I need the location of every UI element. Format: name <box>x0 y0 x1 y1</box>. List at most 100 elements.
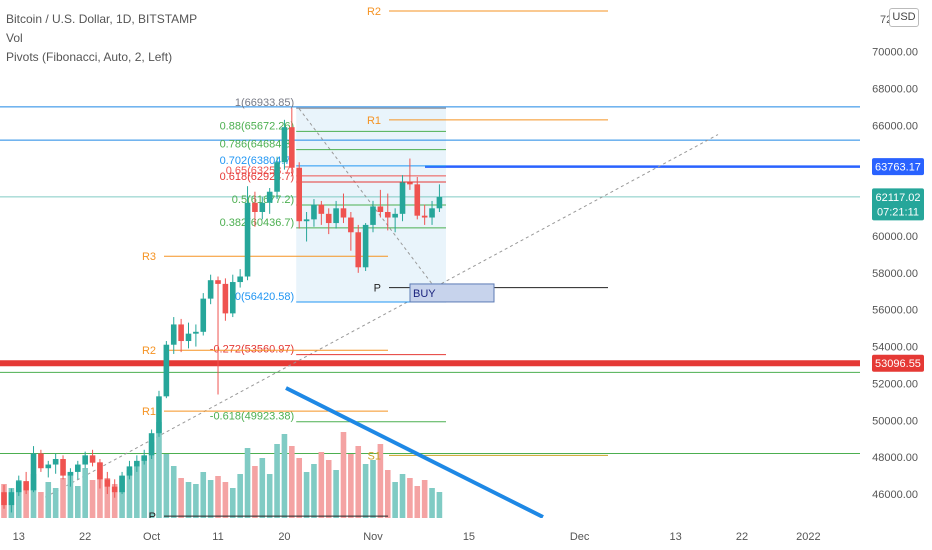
price-tick-label: 56000.00 <box>872 305 918 317</box>
volume-bar <box>200 472 207 518</box>
candle-body <box>377 206 384 212</box>
volume-bar <box>156 422 162 518</box>
candle-body <box>370 206 376 225</box>
volume-bar <box>170 466 177 518</box>
volume-bar <box>67 472 74 518</box>
symbol-title[interactable]: Bitcoin / U.S. Dollar, 1D, BITSTAMP <box>6 12 198 26</box>
time-tick-label: 2022 <box>796 531 820 543</box>
volume-bar <box>325 460 332 518</box>
candle-body <box>67 471 74 476</box>
volume-bar <box>134 466 140 518</box>
price-tick-label: 70000.00 <box>872 47 918 59</box>
candle-body <box>45 464 52 469</box>
volume-bar <box>97 462 103 518</box>
volume-indicator-label[interactable]: Vol <box>6 31 23 45</box>
volume-bar <box>436 492 443 518</box>
blue-trendline <box>285 386 544 519</box>
candle-body <box>318 204 325 214</box>
pivot-label: R3 <box>142 251 156 263</box>
price-tick-label: 66000.00 <box>872 120 918 132</box>
volume-bar <box>281 434 288 518</box>
volume-bar <box>193 484 199 518</box>
pivots-indicator-label[interactable]: Pivots (Fibonacci, Auto, 2, Left) <box>6 50 173 64</box>
candle-body <box>1 492 7 506</box>
volume-bar <box>348 454 354 518</box>
volume-bar <box>399 474 406 518</box>
time-tick-label: 13 <box>13 531 25 543</box>
volume-bar <box>289 446 295 518</box>
pivot-label: R1 <box>367 115 381 127</box>
fib-level-label: 0.382(60436.7) <box>220 217 295 229</box>
candle-body <box>30 453 37 491</box>
volume-bar <box>119 476 125 518</box>
volume-bar <box>237 474 243 518</box>
candle-body <box>89 455 96 463</box>
candle-body <box>303 219 310 222</box>
volume-bar <box>126 470 133 518</box>
candle-body <box>362 224 369 268</box>
candle-body <box>8 492 15 506</box>
currency-button[interactable]: USD <box>889 8 919 27</box>
price-tick-label: 58000.00 <box>872 268 918 280</box>
time-tick-label: 11 <box>212 531 223 543</box>
candle-body <box>97 462 103 480</box>
volume-bar <box>244 448 251 518</box>
candle-body <box>429 208 435 218</box>
volume-bar <box>274 444 280 518</box>
candle-body <box>141 455 148 461</box>
chart-legend: Bitcoin / U.S. Dollar, 1D, BITSTAMP Vol … <box>6 10 197 67</box>
fib-level-label: 0(56420.58) <box>235 291 294 303</box>
candle-body <box>229 282 236 314</box>
buy-annotation-label: BUY <box>413 288 436 300</box>
candle-body <box>421 215 428 218</box>
volume-bar <box>370 460 376 518</box>
price-tick-label: 68000.00 <box>872 83 918 95</box>
time-tick-label: 20 <box>278 531 290 543</box>
volume-bar <box>259 458 266 518</box>
candle-body <box>289 127 295 168</box>
candle-body <box>193 331 199 334</box>
volume-bar <box>185 482 192 518</box>
candle-body <box>119 475 125 493</box>
candle-body <box>281 127 288 163</box>
candle-body <box>325 213 332 224</box>
candle-body <box>333 208 339 224</box>
volume-bar <box>82 468 88 518</box>
volume-bar <box>141 456 148 518</box>
fib-level-label: 0.786(64684.3) <box>220 139 295 151</box>
candle-body <box>170 324 177 345</box>
volume-bar <box>414 486 421 518</box>
volume-bar <box>215 476 221 518</box>
price-tick-label: 60000.00 <box>872 231 918 243</box>
volume-bar <box>340 432 347 518</box>
candle-body <box>252 202 258 212</box>
price-tick-label: 46000.00 <box>872 489 918 501</box>
volume-bar <box>296 458 302 518</box>
candle-body <box>52 459 59 465</box>
price-label-value: 62117.02 <box>875 192 920 204</box>
candle-body <box>340 208 347 218</box>
volume-bar <box>407 478 413 518</box>
candle-body <box>60 459 66 476</box>
price-label-box <box>872 354 924 372</box>
time-tick-label: Dec <box>570 531 590 543</box>
volume-bar <box>318 452 325 518</box>
volume-bar <box>163 454 170 518</box>
candle-body <box>222 283 229 314</box>
time-tick-label: 22 <box>79 531 91 543</box>
volume-bar <box>38 492 44 518</box>
time-axis-background <box>0 518 932 550</box>
volume-bar <box>355 446 362 518</box>
volume-bar <box>89 480 96 518</box>
volume-bar <box>229 488 236 518</box>
fib-level-label: 0.88(65672.26) <box>220 120 295 132</box>
candle-body <box>148 433 155 456</box>
candle-body <box>399 182 406 214</box>
time-tick-label: 13 <box>669 531 681 543</box>
volume-bar <box>30 474 37 518</box>
volume-bar <box>207 480 214 518</box>
fib-level-label: -0.618(49923.38) <box>210 411 294 423</box>
time-tick-label: Nov <box>363 531 383 543</box>
